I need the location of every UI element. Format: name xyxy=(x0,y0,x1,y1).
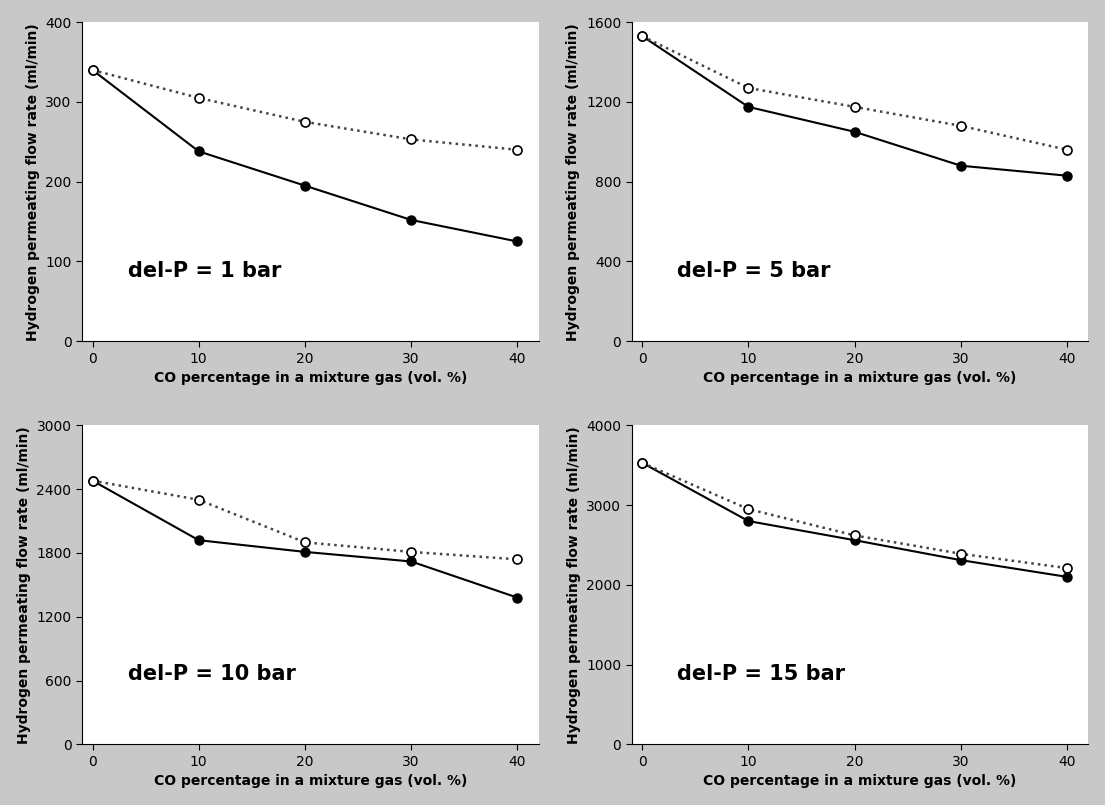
Text: del-P = 5 bar: del-P = 5 bar xyxy=(677,261,831,281)
Text: del-P = 1 bar: del-P = 1 bar xyxy=(127,261,281,281)
Y-axis label: Hydrogen permeating flow rate (ml/min): Hydrogen permeating flow rate (ml/min) xyxy=(17,426,31,744)
X-axis label: CO percentage in a mixture gas (vol. %): CO percentage in a mixture gas (vol. %) xyxy=(703,774,1017,788)
X-axis label: CO percentage in a mixture gas (vol. %): CO percentage in a mixture gas (vol. %) xyxy=(703,371,1017,385)
X-axis label: CO percentage in a mixture gas (vol. %): CO percentage in a mixture gas (vol. %) xyxy=(154,371,467,385)
Y-axis label: Hydrogen permeating flow rate (ml/min): Hydrogen permeating flow rate (ml/min) xyxy=(567,23,580,341)
Text: del-P = 15 bar: del-P = 15 bar xyxy=(677,664,845,684)
X-axis label: CO percentage in a mixture gas (vol. %): CO percentage in a mixture gas (vol. %) xyxy=(154,774,467,788)
Text: del-P = 10 bar: del-P = 10 bar xyxy=(127,664,295,684)
Y-axis label: Hydrogen permeating flow rate (ml/min): Hydrogen permeating flow rate (ml/min) xyxy=(25,23,40,341)
Y-axis label: Hydrogen permeating flow rate (ml/min): Hydrogen permeating flow rate (ml/min) xyxy=(567,426,580,744)
